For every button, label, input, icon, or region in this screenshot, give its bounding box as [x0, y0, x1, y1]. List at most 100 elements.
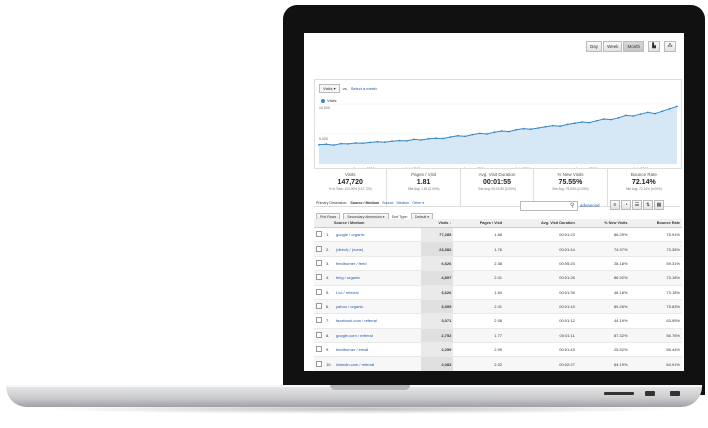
visits-point[interactable] — [581, 121, 583, 123]
comparison-icon[interactable]: ⇅ — [643, 200, 653, 210]
pivot-icon[interactable]: ▦ — [654, 200, 664, 210]
advanced-filter-link[interactable]: advanced — [580, 203, 600, 208]
visits-point[interactable] — [361, 142, 364, 145]
visits-point[interactable] — [405, 140, 408, 142]
row-source-medium-link[interactable]: bing / organic — [334, 270, 421, 286]
visits-point[interactable] — [442, 137, 445, 140]
visits-point[interactable] — [646, 111, 649, 114]
visits-point[interactable] — [515, 128, 518, 131]
col-pages-visit[interactable]: Pages / Visit — [453, 219, 505, 228]
visits-point[interactable] — [347, 143, 350, 145]
data-table-icon[interactable]: ≡ — [610, 200, 620, 210]
row-source-medium-link[interactable]: feedburner / email — [334, 342, 421, 358]
row-source-medium-link[interactable]: t.co / referral — [334, 285, 421, 300]
search-icon[interactable]: ⚲ — [570, 203, 575, 209]
dimension-source-medium[interactable]: Source / Medium — [350, 201, 380, 205]
visits-point[interactable] — [500, 130, 503, 132]
visits-point[interactable] — [434, 137, 437, 140]
row-checkbox[interactable] — [314, 313, 324, 329]
row-source-medium-link[interactable]: feedburner / feed — [334, 256, 421, 272]
visits-point[interactable] — [383, 141, 386, 143]
row-checkbox[interactable] — [314, 270, 324, 286]
visits-point[interactable] — [471, 133, 474, 136]
visits-point[interactable] — [610, 118, 613, 121]
row-checkbox[interactable] — [314, 356, 324, 371]
row-checkbox[interactable] — [314, 256, 324, 272]
visits-point[interactable] — [332, 144, 335, 146]
visits-point[interactable] — [413, 138, 415, 141]
row-checkbox[interactable] — [314, 299, 324, 315]
visits-point[interactable] — [676, 105, 678, 108]
visits-point[interactable] — [668, 107, 671, 110]
visits-point[interactable] — [559, 125, 562, 128]
visits-point[interactable] — [493, 131, 496, 134]
visits-point[interactable] — [376, 140, 379, 143]
row-source-medium-link[interactable]: google / organic — [334, 227, 421, 243]
table-search-input[interactable] — [520, 201, 578, 211]
visits-point[interactable] — [544, 125, 547, 128]
visits-point[interactable] — [427, 137, 430, 140]
visits-point[interactable] — [632, 115, 635, 117]
row-checkbox[interactable] — [314, 328, 324, 344]
day-button[interactable]: Day — [586, 41, 603, 52]
week-button[interactable]: Week — [603, 41, 623, 52]
select-metric-link[interactable]: Select a metric — [350, 86, 378, 91]
motion-chart-icon[interactable]: ⁂ — [664, 41, 676, 52]
visits-point[interactable] — [551, 124, 554, 127]
row-source-medium-link[interactable]: yahoo / organic — [334, 299, 421, 315]
row-checkbox[interactable] — [314, 227, 324, 243]
visits-point[interactable] — [573, 122, 576, 125]
pie-chart-icon[interactable]: ◔ — [621, 200, 631, 210]
visits-point[interactable] — [449, 136, 452, 138]
usb-port — [670, 391, 680, 396]
visits-point[interactable] — [456, 134, 459, 137]
visits-point[interactable] — [420, 139, 423, 141]
visits-point[interactable] — [603, 118, 605, 120]
line-chart-icon[interactable]: ▙ — [648, 41, 660, 52]
month-button[interactable]: Month — [623, 41, 644, 52]
row-checkbox[interactable] — [314, 342, 324, 358]
visits-point[interactable] — [340, 142, 342, 145]
dimension-source[interactable]: Source — [382, 201, 394, 205]
row-index: 1. — [324, 227, 334, 243]
visits-point[interactable] — [508, 130, 510, 133]
visits-point[interactable] — [464, 135, 467, 138]
visits-point[interactable] — [624, 114, 627, 117]
x-axis-tick-label: July 2011 — [515, 167, 530, 168]
visits-point[interactable] — [661, 110, 664, 113]
visits-point[interactable] — [398, 139, 401, 142]
metric-dropdown[interactable]: Visits ▾ — [319, 84, 340, 93]
visits-point[interactable] — [588, 121, 591, 124]
visits-point[interactable] — [369, 141, 372, 144]
performance-icon[interactable]: ☰ — [632, 200, 642, 210]
visits-point[interactable] — [654, 112, 656, 115]
row-checkbox[interactable] — [314, 285, 324, 300]
table-row: 2. (direct) / (none) 23,382 1.76 00:01:44 74.… — [314, 241, 682, 257]
row-source-medium-link[interactable]: (direct) / (none) — [334, 241, 421, 257]
visits-point[interactable] — [537, 127, 540, 129]
visits-point[interactable] — [529, 128, 532, 131]
dimension-other[interactable]: Other ▾ — [412, 201, 425, 205]
row-source-medium-link[interactable]: facebook.com / referral — [334, 313, 421, 329]
visits-point[interactable] — [391, 140, 393, 143]
col-source-medium[interactable]: Source / Medium — [314, 219, 421, 228]
visits-point[interactable] — [522, 127, 525, 130]
col-bounce-rate[interactable]: Bounce Rate — [629, 219, 682, 228]
visits-point[interactable] — [325, 143, 328, 146]
col-visits[interactable]: Visits ↓ — [420, 219, 454, 228]
hdmi-port — [645, 391, 655, 396]
visits-point[interactable] — [639, 113, 642, 116]
col-new-visits[interactable]: % New Visits — [576, 219, 630, 228]
col-avg-duration[interactable]: Avg. Visit Duration — [504, 219, 577, 228]
visits-point[interactable] — [478, 132, 481, 135]
visits-point[interactable] — [566, 123, 569, 126]
row-checkbox[interactable] — [314, 241, 324, 257]
row-source-medium-link[interactable]: google.com / referral — [334, 328, 421, 344]
visits-point[interactable] — [486, 133, 488, 135]
dimension-medium[interactable]: Medium — [396, 201, 410, 205]
visits-point[interactable] — [595, 119, 598, 122]
visits-point[interactable] — [354, 142, 357, 144]
row-source-medium-link[interactable]: linkedin.com / referral — [334, 356, 421, 371]
visits-point[interactable] — [617, 116, 620, 119]
visits-point[interactable] — [318, 143, 320, 146]
